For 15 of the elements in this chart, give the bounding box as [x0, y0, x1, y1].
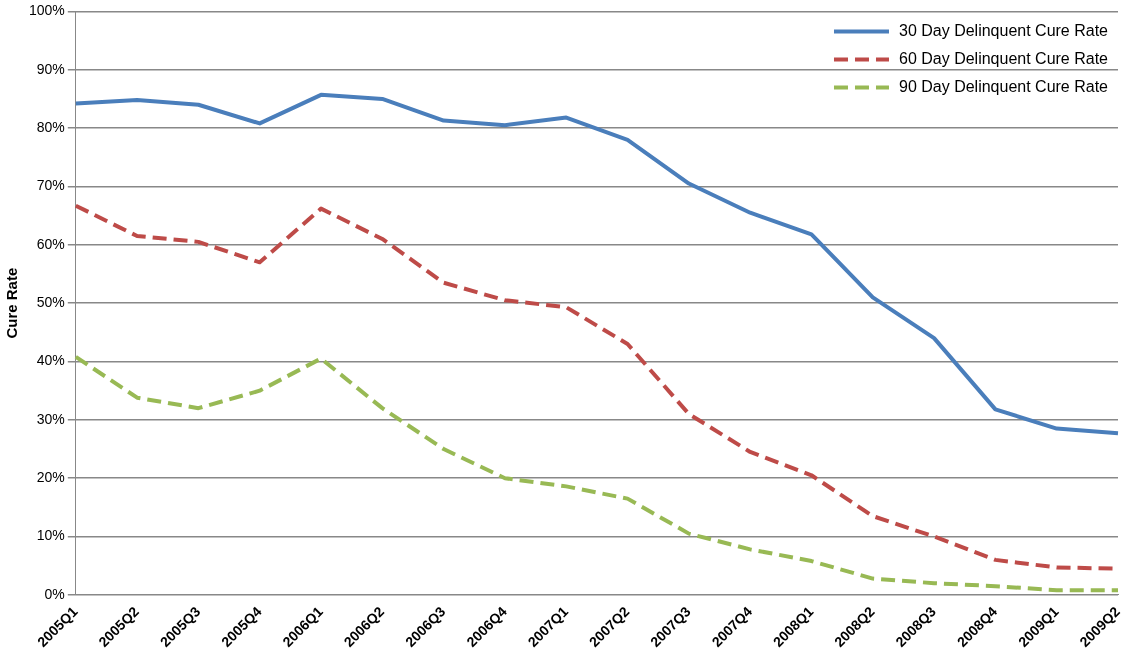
y-tick-label: 90%: [36, 60, 65, 77]
y-tick-label: 50%: [36, 294, 65, 311]
y-tick-label: 30%: [36, 410, 65, 427]
y-axis-title: Cure Rate: [3, 267, 21, 339]
y-tick-label: 60%: [36, 235, 65, 252]
y-tick-label: 20%: [36, 469, 65, 486]
legend-label: 30 Day Delinquent Cure Rate: [898, 21, 1109, 39]
legend-label: 90 Day Delinquent Cure Rate: [898, 77, 1109, 95]
y-tick-label: 40%: [36, 352, 65, 369]
y-tick-label: 0%: [44, 585, 65, 602]
y-tick-label: 100%: [28, 2, 65, 19]
y-tick-label: 80%: [36, 118, 65, 135]
y-tick-label: 10%: [36, 527, 65, 544]
legend-label: 60 Day Delinquent Cure Rate: [898, 49, 1109, 67]
y-tick-label: 70%: [36, 177, 65, 194]
